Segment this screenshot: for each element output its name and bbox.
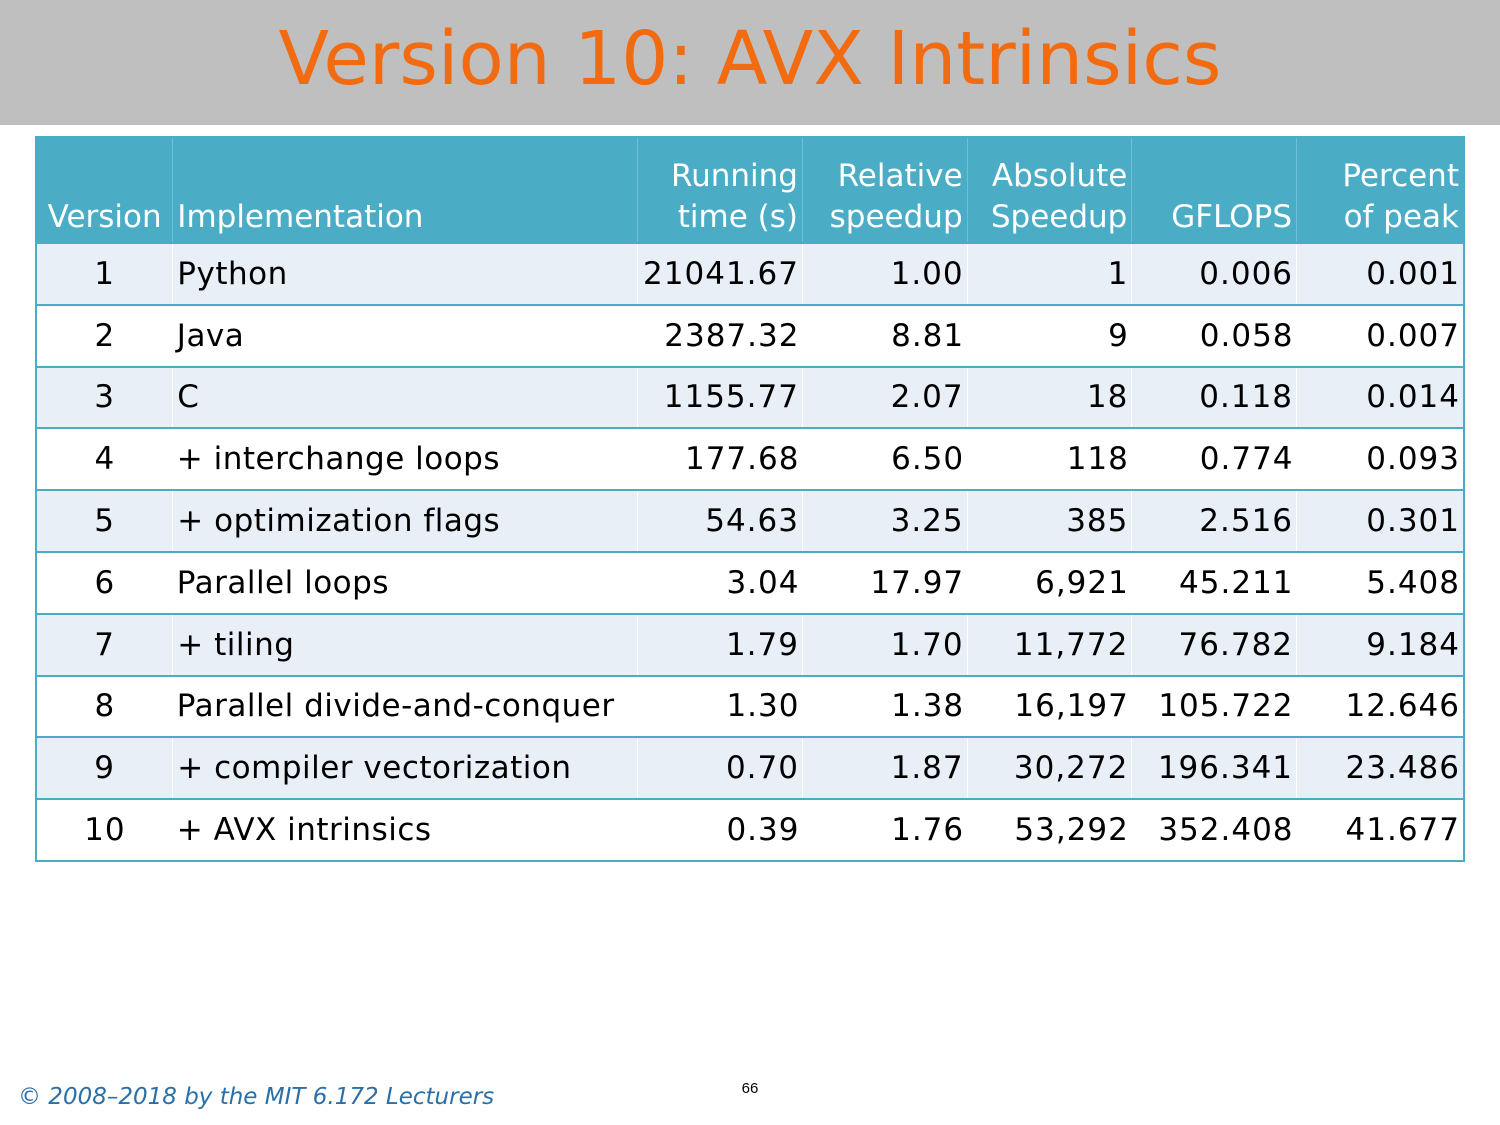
cell-absolute-speedup: 385 — [967, 490, 1133, 552]
cell-version: 2 — [94, 317, 116, 354]
cell-running-time: 1.30 — [726, 688, 800, 725]
cell-version: 10 — [84, 812, 126, 849]
cell-implementation: + interchange loops — [176, 441, 500, 478]
cell-relative-speedup: 3.25 — [802, 490, 968, 552]
cell-running-time: 177.68 — [684, 441, 800, 478]
cell-running-time: 21041.67 — [637, 243, 803, 305]
cell-relative-speedup: 1.00 — [802, 243, 968, 305]
cell-running-time: 0.39 — [726, 812, 800, 849]
table-body: 1 Python 21041.67 1.00 1 0.006 0.001 2 Java 2387.… — [36, 243, 1465, 861]
cell-implementation: Parallel divide-and-conquer — [176, 688, 615, 725]
table-row: 6 Parallel loops 3.04 17.97 6,921 45.211 5.408 — [36, 551, 1464, 614]
cell-absolute-speedup: 30,272 — [967, 737, 1133, 800]
cell-gflops: 0.006 — [1131, 243, 1298, 305]
slide-title: Version 10: AVX Intrinsics — [278, 16, 1222, 102]
cell-version: 1 — [36, 243, 174, 305]
cell-implementation: + AVX intrinsics — [176, 812, 432, 849]
table-row: 4 + interchange loops 177.68 6.50 118 0.774 0.… — [36, 428, 1464, 491]
cell-running-time: 1.79 — [637, 613, 803, 676]
table-row: 8 Parallel divide-and-conquer 1.30 1.38 16,1… — [36, 675, 1464, 738]
cell-implementation: + tiling — [172, 613, 638, 676]
cell-absolute-speedup: 11,772 — [967, 613, 1133, 676]
cell-version: 5 — [36, 490, 174, 552]
cell-relative-speedup: 2.07 — [802, 366, 968, 429]
cell-percent-of-peak: 9.184 — [1296, 613, 1465, 676]
cell-absolute-speedup: 6,921 — [1035, 564, 1129, 601]
copyright-notice: © 2008–2018 by the MIT 6.172 Lecturers — [18, 1084, 495, 1110]
cell-gflops: 76.782 — [1131, 613, 1298, 676]
header-absolute-speedup: Absolute Speedup — [967, 137, 1133, 243]
page-number: 66 — [741, 1080, 759, 1097]
cell-relative-speedup: 1.38 — [891, 688, 965, 725]
cell-percent-of-peak: 0.301 — [1296, 490, 1465, 552]
cell-relative-speedup: 6.50 — [891, 441, 965, 478]
cell-absolute-speedup: 118 — [1066, 441, 1129, 478]
header-implementation: Implementation — [172, 137, 638, 243]
table-header-row: Version Implementation Running time (s) R… — [36, 137, 1464, 243]
cell-running-time: 2387.32 — [664, 317, 800, 354]
cell-gflops: 2.516 — [1131, 490, 1298, 552]
title-bar — [0, 0, 1500, 125]
cell-gflops: 196.341 — [1131, 737, 1298, 800]
cell-relative-speedup: 1.70 — [802, 613, 968, 676]
cell-relative-speedup: 17.97 — [870, 564, 965, 601]
performance-table: Version Implementation Running time (s) R… — [35, 136, 1465, 862]
cell-percent-of-peak: 5.408 — [1366, 564, 1460, 601]
cell-percent-of-peak: 0.001 — [1296, 243, 1465, 305]
cell-relative-speedup: 1.76 — [891, 812, 965, 849]
cell-implementation: + compiler vectorization — [172, 737, 638, 800]
table-row: 9 + compiler vectorization 0.70 1.87 30,272 1… — [36, 737, 1465, 800]
cell-gflops: 352.408 — [1158, 812, 1294, 849]
table-row: 5 + optimization flags 54.63 3.25 385 2.516 0.… — [36, 490, 1465, 552]
table-row: 2 Java 2387.32 8.81 9 0.058 0.007 — [36, 304, 1464, 367]
table-row: 1 Python 21041.67 1.00 1 0.006 0.001 — [36, 243, 1465, 305]
header-relative-speedup: Relative speedup — [802, 137, 968, 243]
cell-version: 9 — [36, 737, 174, 800]
cell-running-time: 0.70 — [637, 737, 803, 800]
cell-absolute-speedup: 1 — [967, 243, 1133, 305]
table-row: 7 + tiling 1.79 1.70 11,772 76.782 9.184 — [36, 613, 1465, 676]
table-row: 3 C 1155.77 2.07 18 0.118 0.014 — [36, 366, 1465, 429]
header-version: Version — [36, 137, 174, 243]
cell-implementation: C — [172, 366, 638, 429]
cell-gflops: 0.774 — [1199, 441, 1294, 478]
cell-percent-of-peak: 41.677 — [1345, 812, 1460, 849]
header-percent-of-peak: Percent of peak — [1342, 158, 1459, 235]
cell-gflops: 105.722 — [1158, 688, 1294, 725]
cell-relative-speedup: 8.81 — [891, 317, 965, 354]
cell-absolute-speedup: 16,197 — [1014, 688, 1129, 725]
cell-absolute-speedup: 9 — [1108, 317, 1129, 354]
cell-percent-of-peak: 0.014 — [1296, 366, 1465, 429]
cell-percent-of-peak: 0.007 — [1366, 317, 1460, 354]
cell-implementation: Parallel loops — [176, 564, 389, 601]
cell-absolute-speedup: 53,292 — [1014, 812, 1129, 849]
cell-running-time: 1155.77 — [637, 366, 803, 429]
cell-gflops: 0.118 — [1131, 366, 1298, 429]
cell-version: 4 — [94, 441, 116, 478]
cell-implementation: + optimization flags — [172, 490, 638, 552]
cell-percent-of-peak: 0.093 — [1366, 441, 1460, 478]
header-running-time: Running time (s) — [637, 137, 803, 243]
table-row: 10 + AVX intrinsics 0.39 1.76 53,292 352.408 4… — [36, 799, 1464, 861]
cell-absolute-speedup: 18 — [967, 366, 1133, 429]
cell-running-time: 54.63 — [637, 490, 803, 552]
cell-version: 6 — [94, 564, 116, 601]
cell-gflops: 45.211 — [1179, 564, 1294, 601]
cell-version: 7 — [36, 613, 174, 676]
cell-relative-speedup: 1.87 — [802, 737, 968, 800]
cell-implementation: Java — [176, 317, 245, 354]
cell-percent-of-peak: 12.646 — [1345, 688, 1460, 725]
header-gflops: GFLOPS — [1131, 137, 1298, 243]
cell-gflops: 0.058 — [1199, 317, 1294, 354]
cell-implementation: Python — [172, 243, 638, 305]
cell-version: 3 — [36, 366, 174, 429]
cell-version: 8 — [94, 688, 116, 725]
cell-running-time: 3.04 — [726, 564, 800, 601]
cell-percent-of-peak: 23.486 — [1296, 737, 1465, 800]
